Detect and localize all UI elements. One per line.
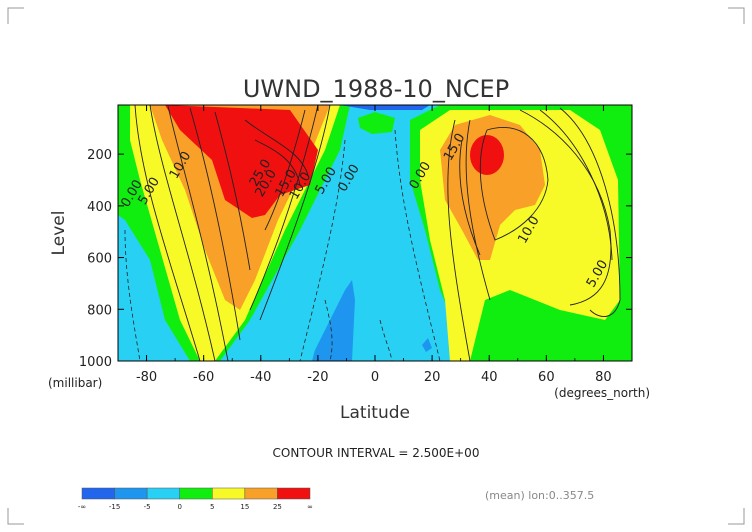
y-tick-label: 1000 (79, 355, 112, 370)
colorbar-tick-label: -5 (144, 503, 151, 511)
x-tick-label: 80 (595, 370, 612, 385)
x-tick-label: 60 (538, 370, 555, 385)
x-tick-label: 40 (481, 370, 498, 385)
y-tick-label: 400 (87, 200, 112, 215)
y-axis-label: Level (49, 211, 69, 256)
x-tick-label: 0 (371, 370, 379, 385)
contour-interval-text: CONTOUR INTERVAL = 2.500E+00 (273, 446, 480, 460)
y-tick-label: 800 (87, 303, 112, 318)
y-tick-label: 200 (87, 148, 112, 163)
colorbar-tick-label: 0 (177, 503, 181, 511)
y-axis-unit: (millibar) (48, 376, 102, 390)
footnote: (mean) lon:0..357.5 (485, 489, 594, 502)
colorbar-swatch (244, 487, 278, 500)
colorbar-swatch (81, 487, 115, 500)
colorbar-tick-label: -15 (109, 503, 120, 511)
y-tick-label: 600 (87, 252, 112, 267)
colorbar-tick-label: 25 (273, 503, 282, 511)
chart-title: UWND_1988-10_NCEP (243, 75, 509, 103)
y-axis-ticks: 200 400 600 800 1000 (79, 148, 632, 370)
x-axis-label: Latitude (340, 403, 410, 423)
x-tick-label: -20 (307, 370, 328, 385)
x-tick-label: -60 (193, 370, 214, 385)
contour-fill (118, 105, 632, 361)
colorbar-swatch (212, 487, 246, 500)
colorbar-tick-label: 15 (240, 503, 249, 511)
x-tick-label: -40 (250, 370, 271, 385)
colorbar-swatch (114, 487, 148, 500)
crop-marks (7, 7, 745, 525)
x-axis-ticks: -80 -60 -40 -20 0 20 40 60 80 (117, 105, 633, 385)
colorbar-tick-label: ∞ (307, 503, 313, 511)
x-axis-unit: (degrees_north) (554, 386, 650, 400)
colorbar-tick-label: 5 (210, 503, 214, 511)
colorbar-tick-label: -∞ (78, 503, 86, 511)
colorbar-swatch (277, 487, 311, 500)
colorbar-swatch (179, 487, 213, 500)
x-tick-label: 20 (424, 370, 441, 385)
x-tick-label: -80 (136, 370, 157, 385)
colorbar: -∞ -15 -5 0 5 15 25 ∞ (78, 487, 313, 511)
colorbar-swatch (146, 487, 180, 500)
